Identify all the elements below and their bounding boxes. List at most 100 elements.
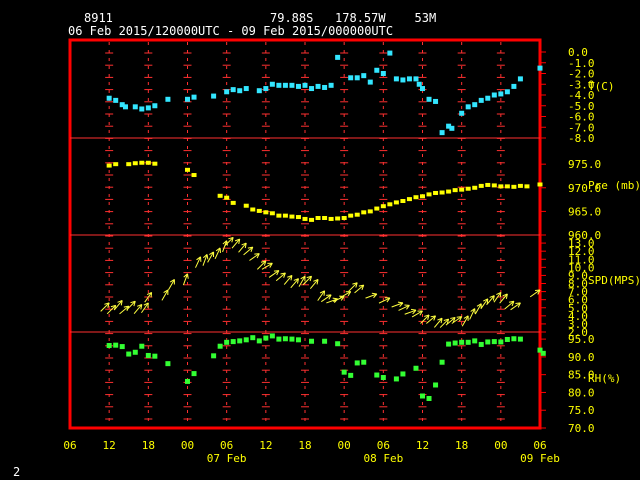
temperature-point <box>416 81 422 87</box>
temperature-point <box>498 91 504 97</box>
wind-arrow <box>474 303 482 315</box>
y-tick-label: 7.0 <box>568 286 588 299</box>
humidity-point <box>165 361 171 367</box>
panel-label: T(C) <box>588 80 615 93</box>
y-tick-label: 0.0 <box>568 46 588 59</box>
humidity-point <box>465 339 471 345</box>
temperature-point <box>380 71 386 76</box>
panel-label: SPD(MPS) <box>588 274 640 287</box>
pressure-point <box>426 192 432 197</box>
wind-arrow <box>439 318 450 328</box>
humidity-point <box>446 341 452 347</box>
pressure-point <box>472 185 478 190</box>
y-tick-label: 95.0 <box>568 333 595 346</box>
wind-arrow <box>426 315 437 324</box>
x-tick-label: 00 <box>494 439 507 452</box>
temperature-point <box>420 86 425 92</box>
pressure-point <box>367 209 373 214</box>
y-tick-label: 975.0 <box>568 158 601 171</box>
humidity-point <box>211 353 217 359</box>
wind-arrow <box>469 308 476 320</box>
pressure-point <box>465 186 471 191</box>
x-tick-label: 06 <box>377 439 390 452</box>
wind-arrow <box>290 278 299 289</box>
humidity-point <box>152 353 158 359</box>
y-tick-label: 13.0 <box>568 237 595 250</box>
pressure-point <box>504 184 510 189</box>
humidity-point <box>511 336 517 342</box>
temperature-point <box>302 82 308 88</box>
temperature-point <box>322 84 328 90</box>
humidity-point <box>459 339 465 345</box>
temperature-point <box>446 123 452 129</box>
pressure-point <box>322 216 328 220</box>
temperature-point <box>354 75 360 81</box>
panel-label: RH(%) <box>588 372 621 385</box>
temperature-point <box>243 86 249 92</box>
humidity-point <box>224 339 230 345</box>
wind-arrow <box>238 242 247 253</box>
humidity-point <box>256 338 262 344</box>
panel-label: Pre (mb) <box>588 179 640 192</box>
temperature-point <box>491 92 497 98</box>
pressure-point <box>335 216 341 221</box>
wind-arrow <box>404 308 417 315</box>
wind-arrow <box>231 238 241 249</box>
wind-arrow <box>207 251 215 263</box>
temperature-point <box>367 79 373 85</box>
temperature-point <box>191 94 197 100</box>
humidity-point <box>191 371 197 377</box>
temperature-point <box>276 82 282 88</box>
wind-arrow <box>451 316 463 324</box>
temperature-point <box>472 102 478 108</box>
temperature-point <box>511 83 517 89</box>
wind-arrow <box>378 297 391 304</box>
pressure-point <box>517 183 523 188</box>
pressure-point <box>498 184 504 189</box>
temperature-point <box>145 105 151 111</box>
y-tick-label: -5.0 <box>568 100 595 113</box>
temperature-point <box>185 96 190 102</box>
pressure-point <box>126 162 132 167</box>
temperature-point <box>119 102 125 108</box>
pressure-point <box>361 210 367 215</box>
pressure-point <box>302 216 308 221</box>
y-tick-label: -7.0 <box>568 121 595 134</box>
y-tick-label: -2.0 <box>568 68 595 81</box>
pressure-point <box>295 215 301 220</box>
pressure-point <box>217 193 223 198</box>
y-tick-label: 70.0 <box>568 422 595 435</box>
temperature-point <box>295 83 301 89</box>
pressure-point <box>315 216 321 220</box>
wind-arrow <box>493 291 502 303</box>
wind-arrow <box>161 289 169 301</box>
page-number: 2 <box>13 465 21 479</box>
wind-arrow <box>445 316 456 326</box>
wind-arrow <box>365 292 378 299</box>
temperature-point <box>269 81 275 87</box>
wind-arrow <box>298 275 306 287</box>
pressure-point <box>145 160 151 165</box>
temperature-point <box>309 86 315 92</box>
humidity-point <box>361 359 367 365</box>
pressure-point <box>132 161 138 166</box>
y-tick-label: -4.0 <box>568 89 595 102</box>
temperature-point <box>439 130 445 136</box>
temperature-point <box>122 104 128 110</box>
temperature-point <box>282 82 288 88</box>
humidity-point <box>517 336 523 342</box>
y-tick-label: -8.0 <box>568 132 595 145</box>
humidity-point <box>139 343 145 349</box>
x-tick-label: 18 <box>298 439 311 452</box>
temperature-point <box>374 67 380 73</box>
wind-arrow <box>141 302 149 314</box>
humidity-point <box>504 336 510 342</box>
humidity-point <box>452 340 458 346</box>
temperature-point <box>517 76 523 82</box>
wind-arrow <box>317 290 326 301</box>
temperature-point <box>106 95 112 101</box>
pressure-point <box>113 162 119 167</box>
pressure-point <box>269 211 275 216</box>
pressure-point <box>524 184 530 189</box>
temperature-point <box>465 104 471 110</box>
